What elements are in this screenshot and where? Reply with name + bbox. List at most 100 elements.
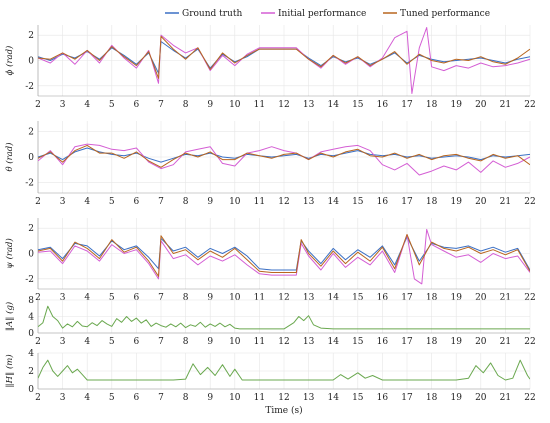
x-tick-label: 5 — [109, 197, 115, 207]
x-tick-label: 19 — [450, 393, 462, 403]
x-tick-label: 2 — [35, 197, 41, 207]
x-tick-label: 12 — [278, 293, 289, 303]
x-tick-label: 17 — [401, 337, 413, 347]
x-tick-label: 13 — [303, 337, 315, 347]
x-tick-label: 8 — [183, 293, 189, 303]
legend-label: Tuned performance — [400, 9, 490, 19]
x-tick-label: 18 — [426, 100, 438, 110]
x-tick-label: 7 — [158, 393, 164, 403]
series-line-tuned-performance — [38, 144, 530, 168]
y-tick-label: 0 — [28, 57, 34, 67]
x-tick-label: 15 — [352, 337, 364, 347]
x-tick-label: 5 — [109, 293, 115, 303]
x-tick-label: 21 — [500, 337, 511, 347]
legend-item: Initial performance — [261, 9, 366, 19]
panel-4: 2 3 4 5 6 7 8 9 10 11 12 13 14 15 16 17 18 19 20 21 22048‖A‖… — [4, 296, 536, 347]
x-tick-label: 12 — [278, 393, 289, 403]
x-tick-label: 2 — [35, 393, 41, 403]
series-line-tuned-performance — [38, 35, 530, 79]
x-tick-label: 9 — [207, 393, 213, 403]
x-tick-label: 21 — [500, 197, 511, 207]
y-tick-label: 2 — [28, 367, 34, 377]
x-tick-label: 8 — [183, 393, 189, 403]
x-tick-label: 5 — [109, 337, 115, 347]
series-line-initial-performance — [38, 228, 530, 285]
x-tick-label: 11 — [254, 337, 265, 347]
x-tick-label: 5 — [109, 100, 115, 110]
x-tick-label: 6 — [134, 100, 140, 110]
x-tick-label: 10 — [229, 100, 241, 110]
x-tick-label: 14 — [327, 393, 339, 403]
x-tick-label: 14 — [327, 100, 339, 110]
x-tick-label: 15 — [352, 293, 364, 303]
x-tick-label: 3 — [60, 197, 66, 207]
panel-5: 2 3 4 5 6 7 8 9 10 11 12 13 14 15 16 17 18 19 20 21 22024‖H‖… — [4, 349, 536, 403]
legend: Ground truth Initial performance Tuned per… — [165, 9, 490, 19]
y-axis-label: θ (rad) — [4, 142, 15, 171]
y-tick-label: 2 — [28, 127, 34, 137]
x-tick-label: 16 — [377, 197, 389, 207]
legend-item: Ground truth — [165, 9, 242, 19]
series-line-accelerometer-magnitude — [38, 305, 530, 330]
x-tick-label: 22 — [524, 197, 535, 207]
x-tick-label: 17 — [401, 393, 413, 403]
x-tick-label: 16 — [377, 293, 389, 303]
y-tick-label: 2 — [28, 224, 34, 234]
x-tick-label: 11 — [254, 100, 265, 110]
x-tick-label: 11 — [254, 293, 265, 303]
x-tick-label: 2 — [35, 337, 41, 347]
x-tick-label: 6 — [134, 197, 140, 207]
x-tick-label: 7 — [158, 337, 164, 347]
y-tick-label: 2 — [28, 31, 34, 41]
x-tick-label: 7 — [158, 293, 164, 303]
x-tick-label: 21 — [500, 293, 511, 303]
x-tick-label: 17 — [401, 197, 413, 207]
x-tick-label: 13 — [303, 293, 315, 303]
x-tick-label: 12 — [278, 100, 289, 110]
x-tick-label: 14 — [327, 293, 339, 303]
x-tick-label: 4 — [84, 393, 90, 403]
x-tick-label: 4 — [84, 100, 90, 110]
x-tick-label: 15 — [352, 100, 364, 110]
x-tick-label: 13 — [303, 100, 315, 110]
x-tick-label: 9 — [207, 100, 213, 110]
x-tick-label: 22 — [524, 337, 535, 347]
x-tick-label: 6 — [134, 293, 140, 303]
x-tick-label: 3 — [60, 337, 66, 347]
y-tick-label: 0 — [28, 385, 34, 395]
legend-label: Initial performance — [278, 9, 366, 19]
x-tick-label: 14 — [327, 337, 339, 347]
y-axis-label: ‖A‖ (g) — [4, 302, 15, 331]
series-line-initial-performance — [38, 27, 530, 94]
x-axis-label: Time (s) — [265, 405, 302, 416]
x-tick-label: 14 — [327, 197, 339, 207]
x-tick-label: 10 — [229, 197, 241, 207]
x-tick-label: 4 — [84, 293, 90, 303]
x-tick-label: 2 — [35, 293, 41, 303]
y-tick-label: 0 — [28, 250, 34, 260]
y-tick-label: -2 — [25, 179, 34, 189]
y-tick-label: 0 — [28, 153, 34, 163]
x-tick-label: 20 — [475, 293, 487, 303]
y-axis-label: ϕ (rad) — [4, 46, 15, 76]
panel-1: 2 3 4 5 6 7 8 9 10 11 12 13 14 15 16 17 18 19 20 21 22 -2 0 2 ϕ … — [4, 25, 536, 110]
x-tick-label: 13 — [303, 393, 315, 403]
x-tick-label: 22 — [524, 293, 535, 303]
x-tick-label: 8 — [183, 197, 189, 207]
x-tick-label: 5 — [109, 393, 115, 403]
x-tick-label: 16 — [377, 100, 389, 110]
x-tick-label: 7 — [158, 100, 164, 110]
x-tick-label: 12 — [278, 197, 289, 207]
x-tick-label: 15 — [352, 197, 364, 207]
x-tick-label: 8 — [183, 100, 189, 110]
x-tick-label: 15 — [352, 393, 364, 403]
y-tick-label: 4 — [28, 349, 34, 359]
y-tick-label: 0 — [28, 329, 34, 339]
series-line-height-magnitude — [38, 359, 530, 381]
legend-label: Ground truth — [182, 9, 242, 19]
x-tick-label: 10 — [229, 393, 241, 403]
x-tick-label: 2 — [35, 100, 41, 110]
x-tick-label: 4 — [84, 197, 90, 207]
x-tick-label: 19 — [450, 337, 462, 347]
